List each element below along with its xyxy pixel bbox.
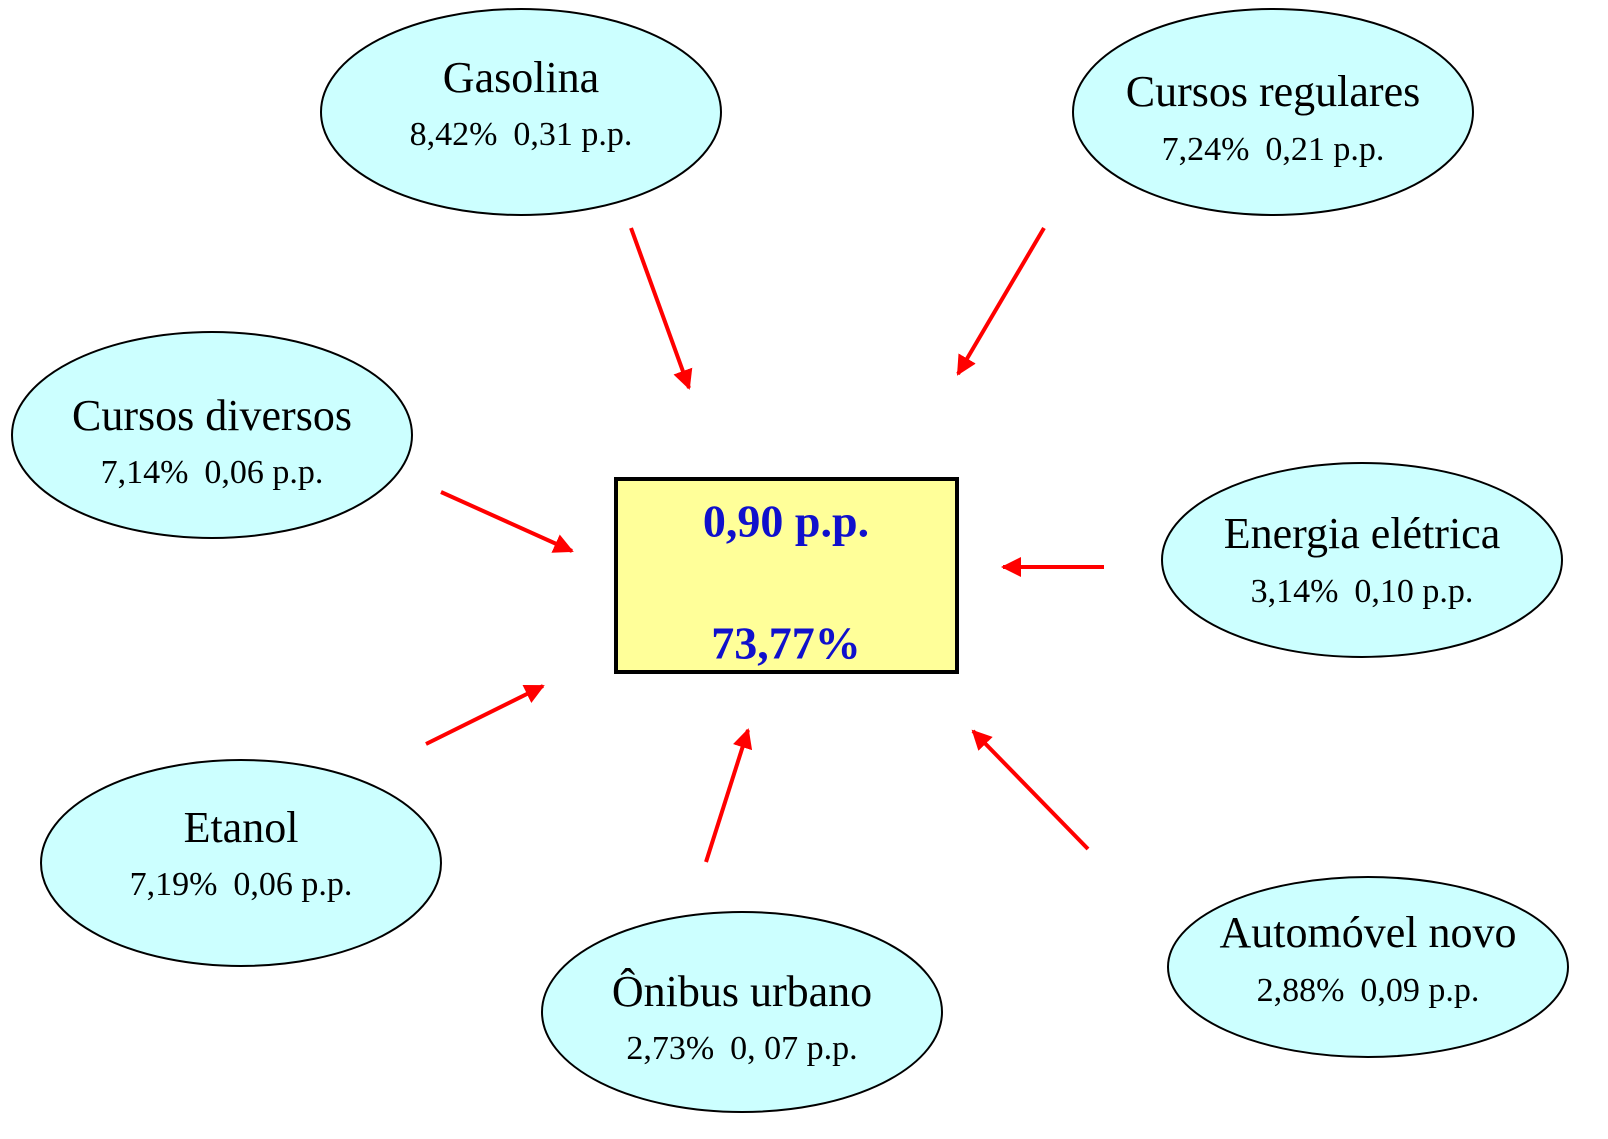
node-change: 3,14% xyxy=(1251,573,1339,610)
node-contribution: 0,10 p.p. xyxy=(1354,573,1473,610)
center-box xyxy=(614,477,959,674)
center-share: 73,77% xyxy=(711,618,861,669)
node-contribution: 0,06 p.p. xyxy=(233,866,352,903)
node-values: 2,88% 0,09 p.p. xyxy=(1257,972,1480,1009)
node-ellipse xyxy=(320,8,722,216)
node-ellipse xyxy=(1161,462,1563,658)
node-contribution: 0,06 p.p. xyxy=(204,454,323,491)
node-change: 2,73% xyxy=(626,1030,714,1067)
node-change: 2,88% xyxy=(1257,972,1345,1009)
node-contribution: 0,31 p.p. xyxy=(513,116,632,153)
node-label: Automóvel novo xyxy=(1220,908,1517,957)
arrow xyxy=(704,728,753,863)
arrow xyxy=(629,227,693,390)
arrow xyxy=(425,684,545,746)
center-contribution: 0,90 p.p. xyxy=(703,496,869,547)
node-change: 7,14% xyxy=(101,454,189,491)
node-label: Energia elétrica xyxy=(1224,509,1500,558)
node-values: 7,24% 0,21 p.p. xyxy=(1162,131,1385,168)
arrow xyxy=(440,490,574,553)
node-label: Ônibus urbano xyxy=(612,967,872,1016)
arrow xyxy=(971,729,1090,851)
node-label: Etanol xyxy=(184,803,299,852)
node-ellipse xyxy=(1167,876,1569,1058)
node-label: Cursos diversos xyxy=(72,391,352,440)
node-change: 7,24% xyxy=(1162,131,1250,168)
nodes: Gasolina 8,42% 0,31 p.p. Cursos regulares 7,… xyxy=(11,8,1569,1113)
node-change: 7,19% xyxy=(130,866,218,903)
node-change: 8,42% xyxy=(410,116,498,153)
node-values: 7,14% 0,06 p.p. xyxy=(101,454,324,491)
node-values: 7,19% 0,06 p.p. xyxy=(130,866,353,903)
node-ellipse xyxy=(11,331,413,539)
arrow xyxy=(956,226,1046,376)
node-values: 8,42% 0,31 p.p. xyxy=(410,116,633,153)
node-values: 3,14% 0,10 p.p. xyxy=(1251,573,1474,610)
node-label: Gasolina xyxy=(443,53,599,102)
node-label: Cursos regulares xyxy=(1126,67,1421,116)
node-ellipse xyxy=(40,759,442,967)
node-values: 2,73% 0, 07 p.p. xyxy=(626,1030,857,1067)
node-ellipse xyxy=(1072,8,1474,216)
node-contribution: 0,09 p.p. xyxy=(1360,972,1479,1009)
arrows xyxy=(425,226,1104,863)
node-contribution: 0,21 p.p. xyxy=(1265,131,1384,168)
node-contribution: 0, 07 p.p. xyxy=(730,1030,858,1067)
node-ellipse xyxy=(541,911,943,1113)
